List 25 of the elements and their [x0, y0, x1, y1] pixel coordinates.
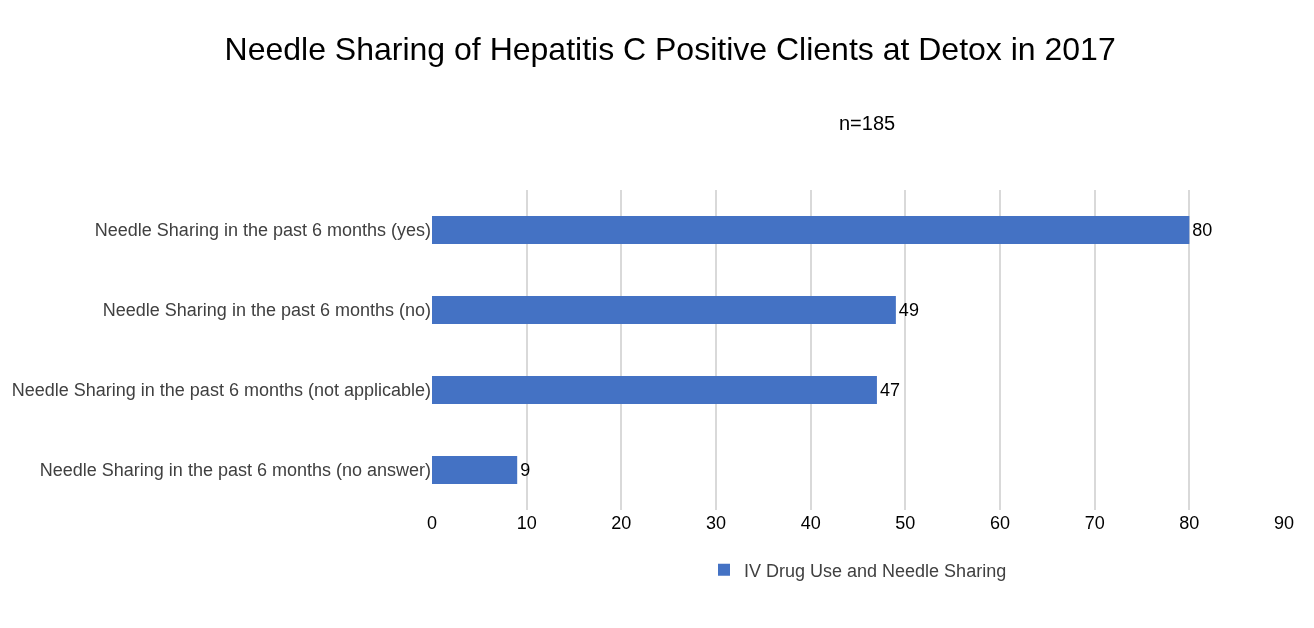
x-tick-label: 20 — [611, 513, 632, 533]
y-tick-label: Needle Sharing in the past 6 months (no answer) — [39, 460, 431, 481]
x-tick-label: 90 — [1273, 513, 1295, 533]
chart-subtitle: n=185 — [839, 112, 896, 134]
bar — [432, 456, 518, 484]
x-tick-label: 80 — [1179, 513, 1200, 533]
x-tick-label: 0 — [426, 513, 438, 533]
data-label: 80 — [1192, 220, 1213, 240]
y-tick-label: Needle Sharing in the past 6 months (no) — [102, 300, 431, 321]
bar — [432, 296, 896, 324]
data-label: 49 — [898, 300, 919, 320]
x-tick-label: 60 — [989, 513, 1011, 533]
x-tick-label: 30 — [705, 513, 727, 533]
bar — [432, 376, 877, 404]
x-tick-label: 50 — [895, 513, 916, 533]
x-tick-label: 40 — [800, 513, 821, 533]
data-label: 9 — [520, 460, 531, 480]
data-label: 47 — [879, 380, 900, 400]
chart-title: Needle Sharing of Hepatitis C Positive Clients at Detox in 2017 — [224, 31, 1116, 68]
x-tick-label: 10 — [516, 513, 537, 533]
y-tick-label: Needle Sharing in the past 6 months (not applicable) — [11, 380, 431, 401]
legend-label: IV Drug Use and Needle Sharing — [744, 560, 1007, 581]
x-tick-label: 70 — [1084, 513, 1105, 533]
y-tick-label: Needle Sharing in the past 6 months (yes) — [94, 220, 431, 241]
bar — [432, 216, 1190, 244]
